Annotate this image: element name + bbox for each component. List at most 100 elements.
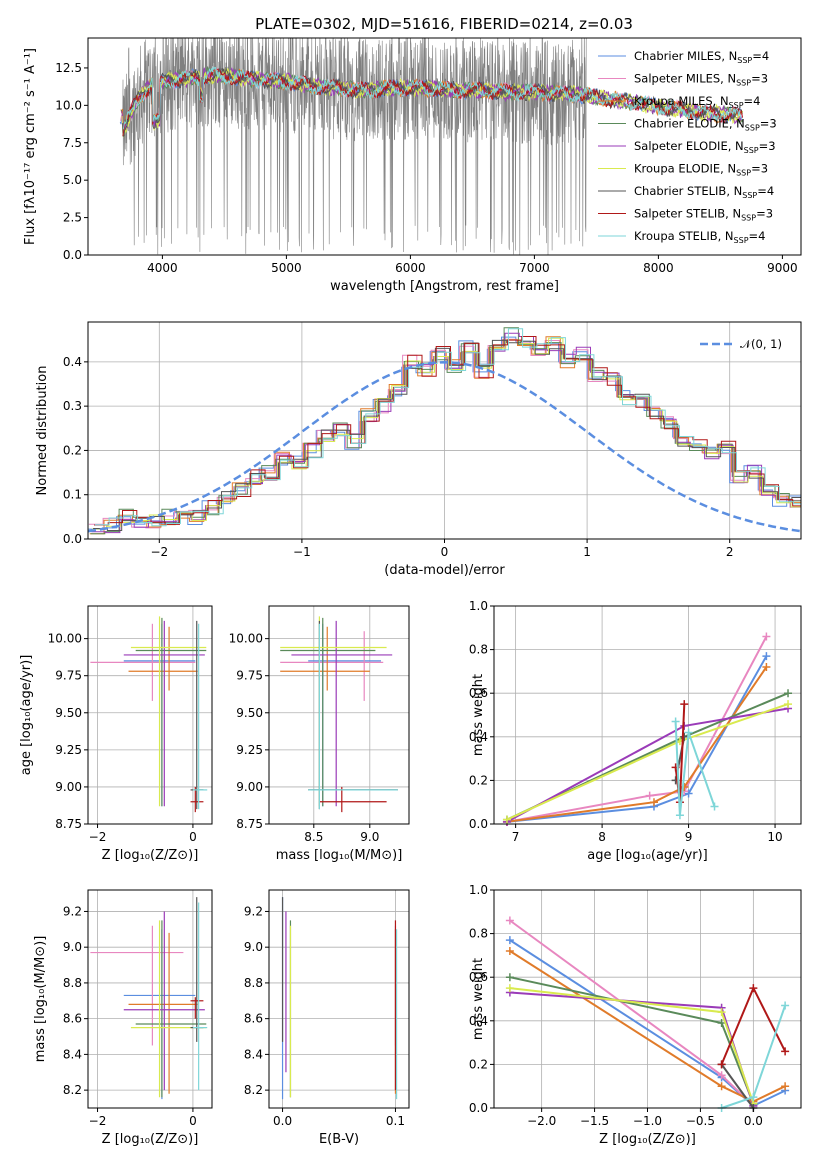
panel-spectrum: 4000 5000 6000 7000 8000 9000 0.0 2.5 5.0 7.5 10.0… xyxy=(23,37,802,294)
y-tick-label: 9.00 xyxy=(55,780,82,794)
y-tick-label: 8.75 xyxy=(55,817,82,831)
panel-residuals: −2 −1 0 1 2 0.0 0.1 0.2 0.3 0.4 (data-model)/error… xyxy=(35,321,802,578)
weight-point-0 xyxy=(684,789,693,798)
x-tick-label: −0.5 xyxy=(686,1114,715,1128)
weight-point-2 xyxy=(762,663,771,672)
x-tick-label: 2 xyxy=(726,545,734,559)
axes-frame xyxy=(87,605,213,825)
y-tick-label: 9.75 xyxy=(236,669,263,683)
weight-line-2 xyxy=(506,666,768,823)
x-tick-label: −2 xyxy=(89,1114,107,1128)
x-tick-label: 4000 xyxy=(147,261,178,275)
y-tick-label: 0.0 xyxy=(469,817,488,831)
axes-frame xyxy=(268,889,410,1109)
legend-label-2: Kroupa MILES, NSSP=4 xyxy=(634,94,760,110)
y-tick-label: 9.50 xyxy=(236,706,263,720)
weight-point-6 xyxy=(680,732,689,741)
weight-line-6 xyxy=(720,1063,755,1109)
legend-label-7: Salpeter STELIB, NSSP=3 xyxy=(634,207,773,223)
panel-age-vs-mass: 8.5 9.0 8.75 9.00 9.25 9.50 9.75 10.00 mass [log… xyxy=(229,605,410,863)
plot-area xyxy=(88,327,801,535)
y-tick-label: 2.5 xyxy=(63,211,82,225)
weight-line-8 xyxy=(674,721,716,816)
weight-point-8 xyxy=(781,1001,790,1010)
plot-area xyxy=(90,897,208,1100)
weight-point-1 xyxy=(717,1071,726,1080)
y-tick-label: 9.50 xyxy=(55,706,82,720)
y-tick-label: 9.2 xyxy=(63,904,82,918)
y-tick-label: 0.2 xyxy=(469,773,488,787)
y-tick-label: 0.0 xyxy=(63,532,82,546)
weight-point-3 xyxy=(505,973,514,982)
y-tick-label: 0.2 xyxy=(63,443,82,457)
y-tick-label: 12.5 xyxy=(55,61,82,75)
y-tick-label: 9.0 xyxy=(244,940,263,954)
weight-point-8 xyxy=(684,728,693,737)
x-axis-label: age [log₁₀(age/yr)] xyxy=(587,848,708,863)
x-tick-label: 0 xyxy=(189,830,197,844)
x-axis-label: wavelength [Angstrom, rest frame] xyxy=(330,279,559,294)
y-tick-label: 10.0 xyxy=(55,98,82,112)
x-tick-label: 5000 xyxy=(271,261,302,275)
x-tick-label: 0 xyxy=(441,545,449,559)
weight-point-8 xyxy=(671,717,680,726)
y-tick-label: 9.00 xyxy=(236,780,263,794)
y-axis-label: mass weight xyxy=(471,958,486,1040)
weight-point-2 xyxy=(505,947,514,956)
x-tick-label: 7000 xyxy=(519,261,550,275)
x-tick-label: 0 xyxy=(189,1114,197,1128)
plot-area xyxy=(280,616,398,813)
panel-weight-vs-age: 7 8 9 10 0.0 0.2 0.4 0.6 0.8 1.0 age [log₁₀(age/yr… xyxy=(469,599,802,863)
normal-curve xyxy=(88,361,801,533)
y-axis-label: mass [log₁₀(M/M⊙)] xyxy=(33,936,48,1063)
y-tick-label: 9.75 xyxy=(55,669,82,683)
observed-spectrum-line xyxy=(122,38,587,255)
y-tick-label: 8.4 xyxy=(244,1047,263,1061)
y-tick-label: 0.6 xyxy=(469,970,488,984)
weight-line-3 xyxy=(509,976,755,1104)
y-tick-label: 10.00 xyxy=(229,632,263,646)
weight-point-1 xyxy=(505,916,514,925)
x-axis-label: E(B-V) xyxy=(319,1132,359,1147)
weight-point-2 xyxy=(717,1082,726,1091)
weight-point-2 xyxy=(680,782,689,791)
weight-point-5 xyxy=(784,700,793,709)
x-axis-label: Z [log₁₀(Z/Z⊙)] xyxy=(102,1132,199,1147)
x-tick-label: 10 xyxy=(767,830,782,844)
weight-point-7 xyxy=(781,1047,790,1056)
y-tick-label: 8.8 xyxy=(63,976,82,990)
weight-point-2 xyxy=(781,1082,790,1091)
y-tick-label: 0.6 xyxy=(469,686,488,700)
y-axis-label: Flux [fλ10⁻¹⁷ erg cm⁻² s⁻¹ A⁻¹] xyxy=(23,48,38,245)
panel-mass-vs-Z: −2 0 8.2 8.4 8.6 8.8 9.0 9.2 Z [log₁₀(Z/Z⊙)] mass… xyxy=(33,889,213,1147)
panel-age-vs-Z: −2 0 8.75 9.00 9.25 9.50 9.75 10.00 Z [log₁₀(Z/Z… xyxy=(19,605,213,863)
axes-frame xyxy=(87,889,213,1109)
weight-point-7 xyxy=(749,984,758,993)
histogram-3 xyxy=(90,327,801,535)
y-tick-label: 0.8 xyxy=(469,927,488,941)
weight-point-0 xyxy=(505,936,514,945)
weight-point-3 xyxy=(784,689,793,698)
y-tick-label: 1.0 xyxy=(469,883,488,897)
legend-label-4: Salpeter ELODIE, NSSP=3 xyxy=(634,139,776,155)
weight-point-1 xyxy=(645,791,654,800)
y-tick-label: 0.3 xyxy=(63,399,82,413)
x-axis-label: Z [log₁₀(Z/Z⊙)] xyxy=(102,848,199,863)
x-tick-label: 0.0 xyxy=(744,1114,763,1128)
y-tick-label: 9.2 xyxy=(244,904,263,918)
weight-point-5 xyxy=(502,815,511,824)
y-tick-label: 0.0 xyxy=(469,1101,488,1115)
x-tick-label: −1.5 xyxy=(580,1114,609,1128)
axes-frame xyxy=(87,37,802,256)
weight-line-1 xyxy=(506,636,768,823)
model-spectrum-line-8 xyxy=(122,66,743,130)
y-tick-label: 10.00 xyxy=(48,632,82,646)
x-tick-label: −2 xyxy=(89,830,107,844)
y-tick-label: 9.25 xyxy=(236,743,263,757)
x-tick-label: 8.5 xyxy=(304,830,323,844)
y-tick-label: 0.0 xyxy=(63,248,82,262)
histogram-6 xyxy=(93,339,801,531)
plot-area xyxy=(90,616,208,813)
axes-frame xyxy=(493,605,802,825)
